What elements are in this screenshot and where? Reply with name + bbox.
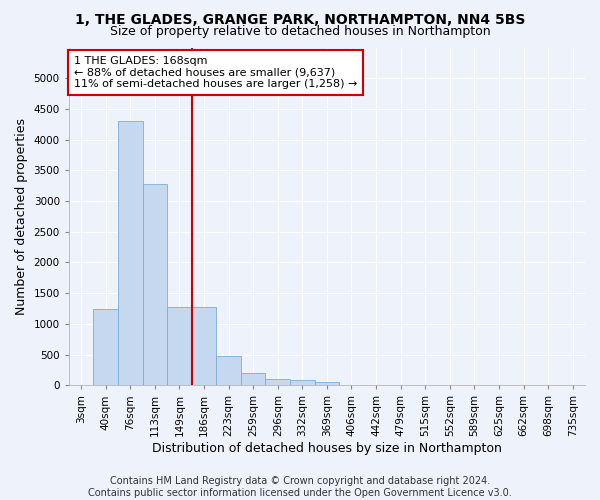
X-axis label: Distribution of detached houses by size in Northampton: Distribution of detached houses by size … [152, 442, 502, 455]
Text: Size of property relative to detached houses in Northampton: Size of property relative to detached ho… [110, 25, 490, 38]
Bar [265, 379, 290, 386]
Bar [94, 308, 118, 386]
Bar [290, 380, 314, 386]
Bar [314, 382, 339, 386]
Bar [192, 306, 217, 386]
Text: Contains HM Land Registry data © Crown copyright and database right 2024.
Contai: Contains HM Land Registry data © Crown c… [88, 476, 512, 498]
Bar [167, 306, 192, 386]
Text: 1, THE GLADES, GRANGE PARK, NORTHAMPTON, NN4 5BS: 1, THE GLADES, GRANGE PARK, NORTHAMPTON,… [75, 12, 525, 26]
Bar [217, 356, 241, 386]
Bar [241, 373, 265, 386]
Bar [118, 121, 143, 386]
Text: 1 THE GLADES: 168sqm
← 88% of detached houses are smaller (9,637)
11% of semi-de: 1 THE GLADES: 168sqm ← 88% of detached h… [74, 56, 358, 89]
Bar [143, 184, 167, 386]
Y-axis label: Number of detached properties: Number of detached properties [15, 118, 28, 315]
